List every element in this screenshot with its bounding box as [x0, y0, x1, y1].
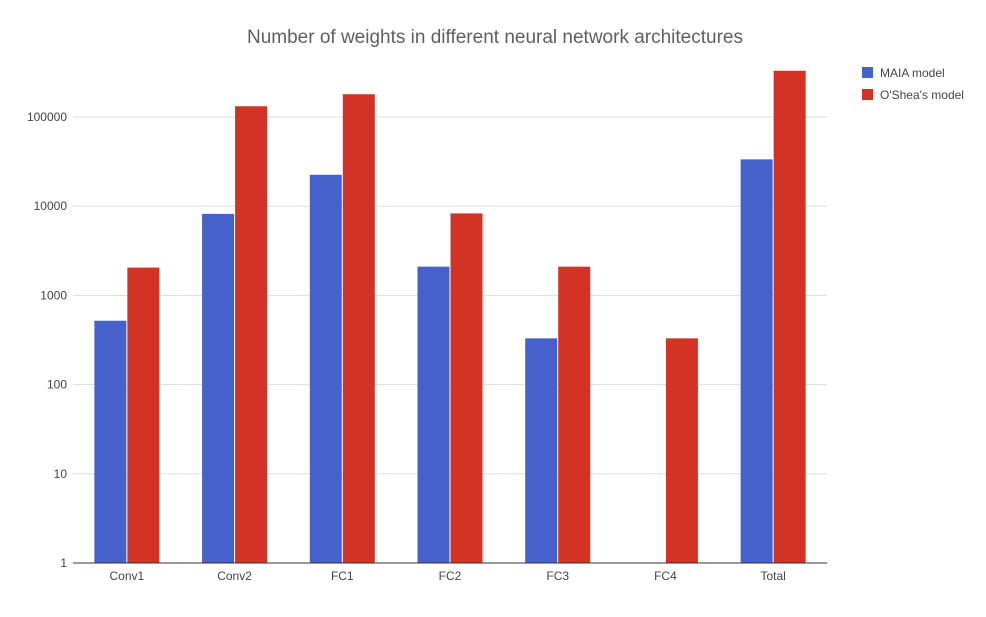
bars: [94, 70, 806, 564]
y-tick-label: 1000: [40, 288, 67, 302]
bar-oshea-conv2: [235, 106, 268, 563]
bar-maia-fc1: [309, 174, 342, 563]
y-tick-label: 1: [60, 556, 67, 570]
bar-maia-fc2: [417, 266, 450, 563]
bar-oshea-conv1: [127, 267, 160, 563]
bar-maia-conv1: [94, 320, 127, 563]
bar-oshea-total: [773, 70, 806, 563]
gridlines: [73, 116, 827, 475]
x-tick-label: FC2: [439, 569, 462, 583]
bar-maia-total: [740, 159, 773, 563]
x-axis-ticks: Conv1 Conv2 FC1 FC2 FC3 FC4 Total: [110, 569, 786, 583]
bar-oshea-fc2: [450, 213, 483, 564]
x-tick-label: Total: [760, 569, 785, 583]
bar-maia-fc3: [525, 338, 558, 563]
legend-swatch: [862, 89, 873, 100]
bar-oshea-fc1: [342, 94, 375, 564]
bar-oshea-fc4: [665, 338, 698, 563]
y-tick-label: 10000: [34, 199, 68, 213]
x-tick-label: FC1: [331, 569, 354, 583]
legend-label: O'Shea's model: [880, 88, 964, 102]
y-tick-label: 100000: [27, 110, 67, 124]
y-axis-ticks: 1 10 100 1000 10000 100000: [27, 110, 67, 570]
x-tick-label: Conv2: [217, 569, 252, 583]
legend-label: MAIA model: [880, 66, 945, 80]
x-tick-label: FC4: [654, 569, 677, 583]
chart-title: Number of weights in different neural ne…: [247, 27, 743, 48]
legend-swatch: [862, 67, 873, 78]
legend: MAIA model O'Shea's model: [862, 66, 964, 102]
x-tick-label: FC3: [546, 569, 569, 583]
y-tick-label: 100: [47, 378, 67, 392]
x-tick-label: Conv1: [110, 569, 145, 583]
bar-oshea-fc3: [558, 266, 591, 563]
bar-maia-conv2: [202, 213, 235, 563]
y-tick-label: 10: [54, 467, 68, 481]
